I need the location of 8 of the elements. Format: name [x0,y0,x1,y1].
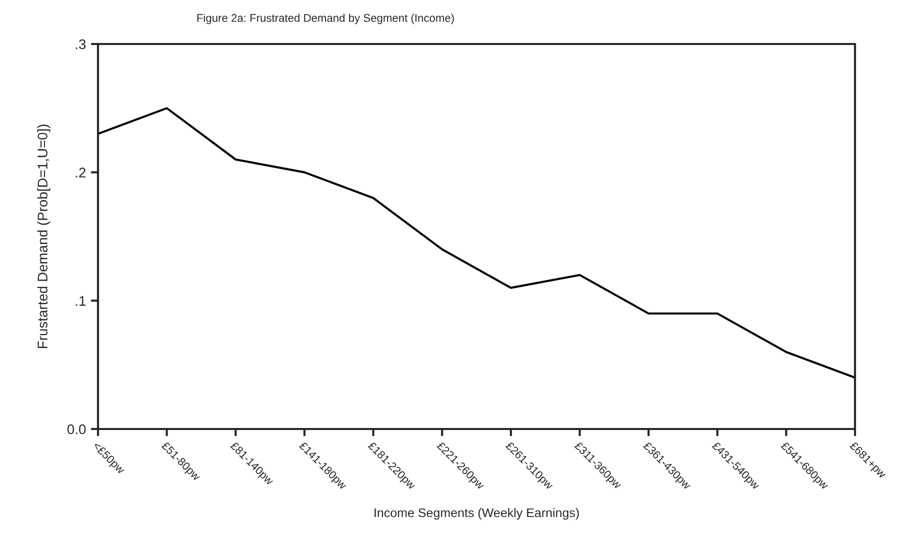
y-tick-label: .1 [76,296,86,306]
y-axis-title: Frustarted Demand (Prob[D=1,U=0]) [37,124,50,348]
x-axis-title: Income Segments (Weekly Earnings) [374,508,579,520]
y-tick-label: .3 [76,39,86,50]
y-tick-label: .2 [76,168,86,178]
chart-title: Figure 2a: Frustrated Demand by Segment (Income) [197,14,454,24]
y-tick-label: 0.0 [67,424,86,434]
line-series [98,107,855,379]
